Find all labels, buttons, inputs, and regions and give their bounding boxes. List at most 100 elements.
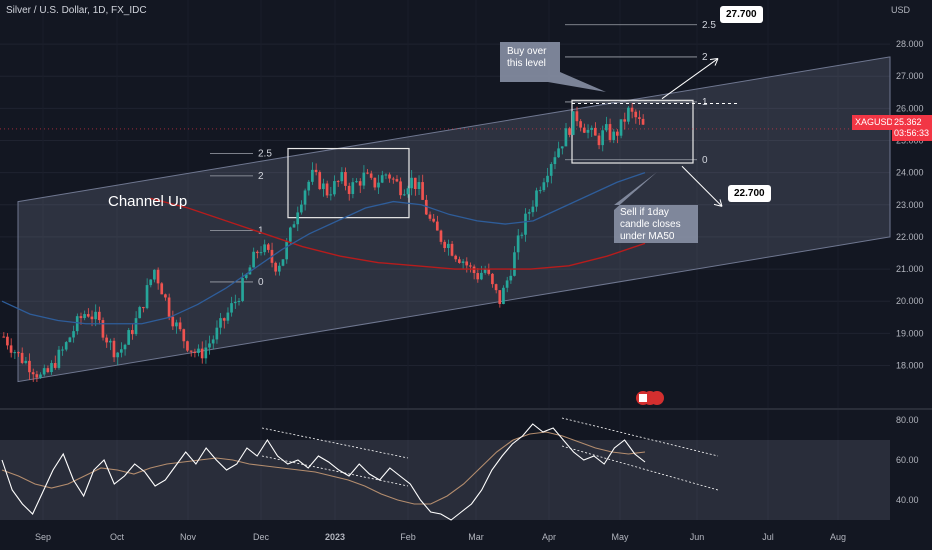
candle-body — [164, 294, 167, 298]
candle-body — [454, 255, 458, 260]
candle-body — [421, 182, 424, 200]
candle-body — [72, 331, 75, 338]
candle-body — [465, 261, 469, 266]
fib-label-right: 0 — [702, 155, 708, 166]
rsi-trend-channels — [261, 417, 719, 491]
candle-body — [641, 118, 645, 125]
countdown-value: 03:56:33 — [894, 128, 930, 138]
candle-body — [24, 360, 28, 363]
candle-body — [296, 212, 300, 225]
candle-body — [156, 269, 160, 284]
price-tick: 21.000 — [896, 264, 924, 274]
candle-body — [333, 181, 336, 195]
time-tick: Jul — [762, 532, 774, 542]
candle-body — [79, 316, 83, 319]
time-tick: Dec — [253, 532, 270, 542]
grid-lines — [0, 43, 890, 366]
candle-body — [46, 368, 50, 373]
candle-body — [57, 349, 61, 368]
candle-body — [428, 214, 432, 219]
candle-body — [182, 329, 186, 342]
candle-body — [31, 372, 35, 375]
arrow-up-line — [661, 58, 719, 100]
candle-body — [230, 303, 233, 313]
candle-body — [35, 374, 39, 378]
price-tag-value: 25.362 03:56:33 — [892, 115, 932, 141]
candle-body — [520, 234, 524, 236]
candle-body — [307, 181, 311, 191]
price-tag-row: XAGUSD — [855, 117, 902, 128]
candle-body — [560, 146, 564, 149]
arrow-up-head — [709, 58, 719, 66]
candle-body — [193, 351, 197, 353]
target-down-label: 22.700 — [728, 185, 771, 202]
target-up-label: 27.700 — [720, 6, 763, 23]
candle-body — [263, 244, 266, 253]
candle-body — [480, 272, 483, 280]
candle-body — [222, 318, 226, 321]
candle-body — [288, 227, 292, 242]
rsi-trend-lower-left — [261, 455, 409, 487]
candle-body — [303, 190, 307, 205]
rsi-trend-upper-right — [561, 417, 719, 457]
arrow-down-head — [713, 199, 723, 207]
ma200-line — [149, 197, 646, 270]
candle-body — [446, 243, 450, 249]
candle-body — [384, 174, 388, 176]
fib-label-left: 2.5 — [258, 148, 272, 159]
candle-body — [219, 318, 222, 328]
price-tick: 23.000 — [896, 200, 924, 210]
price-axis: 18.000 19.000 20.000 21.000 22.000 23.000 24.0… — [896, 39, 924, 370]
candle-body — [314, 169, 318, 173]
candle-body — [377, 182, 380, 188]
candle-body — [153, 269, 156, 280]
candle-body — [211, 339, 215, 344]
buy-callout-bubble — [500, 42, 606, 92]
candle-body — [593, 127, 597, 136]
flag-icon[interactable] — [636, 391, 664, 405]
rsi-trend-lower-right — [561, 445, 719, 491]
candle-body — [160, 283, 164, 295]
candle-body — [83, 314, 86, 319]
rsi-ma-line — [1, 431, 646, 505]
candle-body — [53, 363, 57, 368]
candle-body — [498, 290, 502, 305]
candle-body — [39, 374, 42, 378]
candle-body — [590, 127, 593, 130]
currency-label: USD — [890, 5, 910, 15]
candle-body — [149, 279, 153, 286]
candle-body — [524, 213, 527, 235]
candle-body — [189, 350, 193, 352]
candle-body — [329, 194, 333, 196]
candle-body — [634, 111, 638, 118]
candle-body — [469, 265, 472, 267]
candle-body — [549, 164, 553, 176]
candle-body — [237, 300, 241, 302]
candle-body — [292, 224, 296, 228]
candle-body — [546, 175, 549, 183]
projection-arrows — [661, 58, 723, 207]
candle-body — [94, 311, 97, 320]
candle-body — [358, 181, 362, 186]
candle-body — [50, 363, 53, 373]
candle-body — [487, 269, 491, 274]
candle-body — [244, 274, 248, 279]
sell-callout-bubble — [614, 172, 698, 243]
rsi-tick: 60.00 — [896, 455, 919, 465]
candle-body — [502, 287, 505, 305]
candle-body — [64, 342, 68, 350]
candle-body — [138, 307, 142, 319]
candle-body — [542, 182, 546, 191]
candle-body — [608, 124, 612, 140]
candle-body — [362, 172, 366, 186]
candle-body — [134, 318, 138, 335]
candle-body — [413, 177, 417, 190]
candle-body — [123, 344, 127, 350]
ma50-line — [1, 172, 646, 325]
fib-label-left: 0 — [258, 277, 264, 288]
candle-body — [575, 111, 579, 122]
fib-label-right: 2 — [702, 52, 708, 63]
candle-body — [491, 273, 494, 285]
sell-callout-text: Sell if 1day candle closes under MA50 — [620, 207, 681, 242]
